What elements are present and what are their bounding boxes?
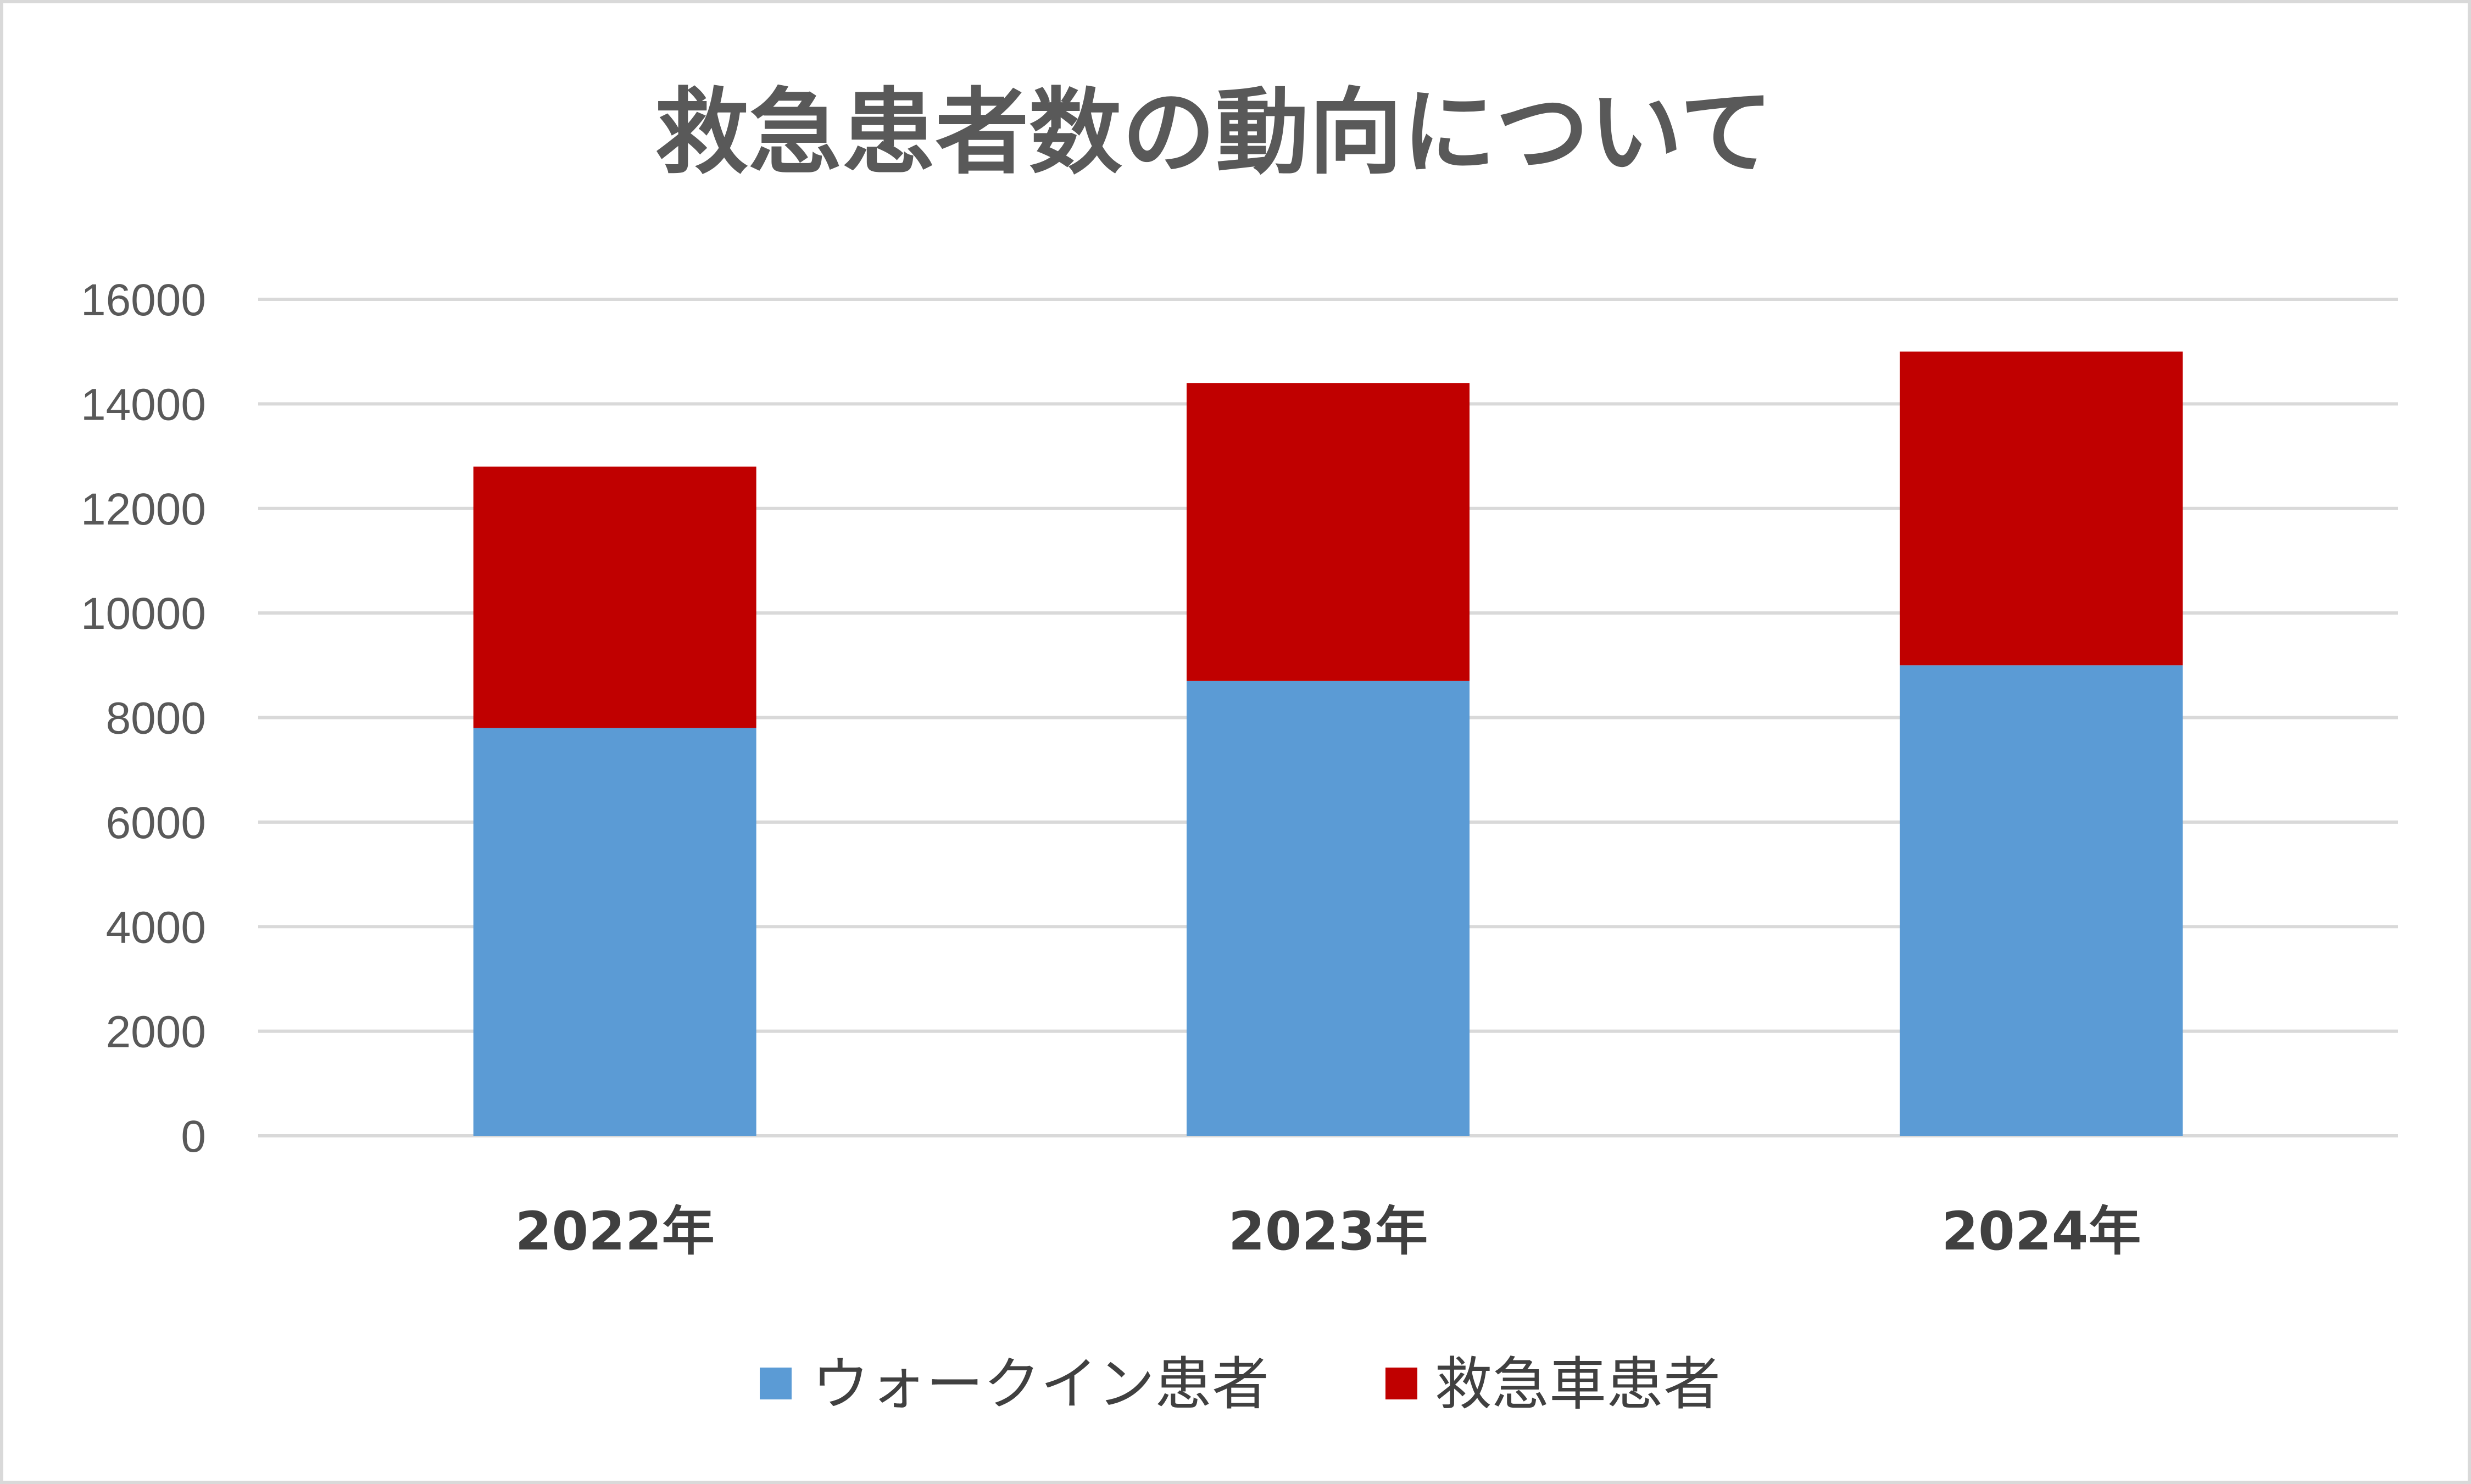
x-category-label: 2023年	[1228, 1201, 1428, 1262]
legend-swatch	[1385, 1368, 1417, 1399]
x-category-label: 2022年	[515, 1201, 715, 1262]
bar-segment-walk-in	[1187, 680, 1470, 1136]
bar-segment-walk-in	[1900, 665, 2183, 1136]
bar-segment-ambulance	[1187, 383, 1470, 681]
legend-label: ウォークイン患者	[812, 1351, 1269, 1418]
y-tick-label: 0	[181, 1112, 206, 1162]
y-axis-ticks: 0 2000 4000 6000 8000 10000 12000 14000 16000	[81, 275, 206, 1162]
y-tick-label: 2000	[106, 1007, 206, 1057]
legend-swatch	[760, 1368, 792, 1399]
x-axis-categories: 2022年 2023年 2024年	[515, 1201, 2141, 1262]
legend: ウォークイン患者 救急車患者	[760, 1351, 1721, 1418]
bar-segment-ambulance	[473, 466, 756, 728]
y-tick-label: 6000	[106, 798, 206, 848]
bars	[473, 352, 2183, 1136]
legend-label: 救急車患者	[1435, 1351, 1721, 1418]
y-tick-label: 12000	[81, 484, 206, 534]
bar-segment-ambulance	[1900, 352, 2183, 666]
chart-title: 救急患者数の動向について	[655, 79, 1773, 187]
y-tick-label: 10000	[81, 589, 206, 639]
x-category-label: 2024年	[1941, 1201, 2141, 1262]
y-tick-label: 4000	[106, 902, 206, 952]
bar-segment-walk-in	[473, 728, 756, 1136]
y-tick-label: 14000	[81, 380, 206, 429]
y-tick-label: 16000	[81, 275, 206, 325]
y-tick-label: 8000	[106, 694, 206, 744]
